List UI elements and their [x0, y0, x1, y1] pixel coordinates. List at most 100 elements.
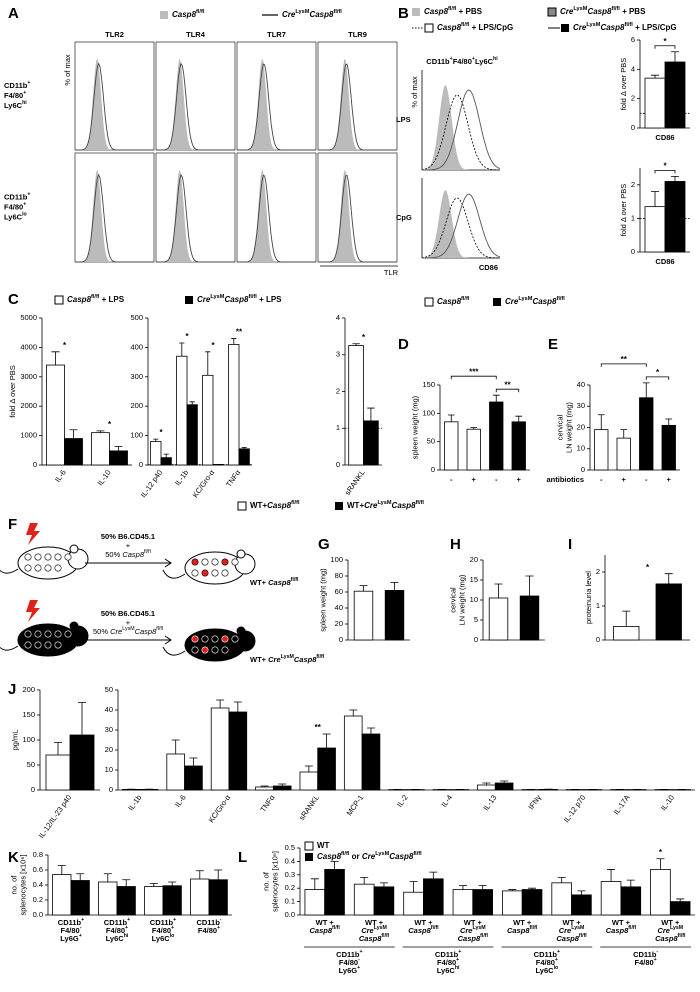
error-bar: [367, 407, 375, 421]
column-label: TLR7: [267, 30, 286, 39]
cell: [211, 558, 219, 566]
y-axis-label: spleen weight (mg): [410, 395, 419, 459]
y-tick-label: 400: [130, 342, 143, 351]
cell: [201, 646, 209, 654]
x-tick-label: F4/80+: [152, 925, 174, 935]
x-tick-label: F4/80+: [106, 925, 128, 935]
y-axis-label: cervical: [449, 587, 458, 613]
bar: [494, 782, 514, 791]
bar: [176, 355, 188, 466]
diagram-text: 50% CreLysMCasp8fl/fl: [93, 626, 163, 636]
x-tick-label: KC/Gro-α: [207, 793, 233, 825]
panel-letter: F: [8, 516, 17, 533]
legend-label: Casp8fl/fl + PBS: [424, 6, 483, 16]
y-tick-label: 0: [109, 785, 113, 794]
mouse-ear: [236, 549, 246, 559]
error-bar: [642, 382, 650, 398]
bar: [210, 707, 230, 791]
x-tick-label: Casp8fl/fl: [458, 933, 489, 943]
y-tick-label: 0.5: [285, 843, 295, 852]
y-tick-label: 0.6: [33, 865, 43, 874]
bar: [98, 881, 118, 916]
y-tick-label: 0: [139, 460, 143, 469]
error-bar: [216, 699, 225, 708]
error-bar: [665, 418, 673, 426]
histogram-line: [237, 174, 316, 263]
histogram-line: [156, 173, 235, 263]
x-tick-label: -: [450, 475, 453, 484]
legend-label: WT+CreLysMCasp8fl/fl: [347, 500, 424, 510]
bar: [488, 597, 509, 641]
error-bar: [103, 873, 112, 882]
legend-label: Casp8fl/fl: [172, 9, 205, 19]
x-tick-label: WT +: [365, 918, 384, 927]
panel-letter: K: [8, 849, 19, 866]
x-tick-label: KC/Gro-α: [191, 468, 217, 500]
y-tick-label: 100: [22, 735, 35, 744]
bar: [551, 882, 572, 916]
x-tick-label: Casp8fl/fl: [359, 933, 390, 943]
column-label: TLR4: [186, 30, 206, 39]
histogram-fill: [237, 58, 316, 150]
row-label: CD11b+: [4, 80, 30, 90]
row-label: Ly6Clo: [4, 212, 27, 222]
cell: [231, 635, 239, 643]
histogram-line: [75, 62, 154, 151]
x-tick-label: IL-6: [53, 468, 68, 484]
bar: [616, 437, 631, 471]
diagram-text: WT+ CreLysMCasp8fl/fl: [250, 654, 325, 664]
irradiation: [26, 600, 40, 622]
x-tick-label: WT +: [414, 918, 433, 927]
x-tick-label: CreLysM: [559, 925, 585, 935]
error-bar: [671, 51, 679, 62]
y-tick-label: 3: [336, 350, 340, 359]
x-tick-label: MCP-1: [345, 793, 366, 817]
histogram-line: [318, 63, 397, 151]
cell: [34, 641, 42, 649]
error-bar: [656, 858, 665, 870]
histogram-title: CD11b+F4/80+Ly6Chi: [426, 56, 498, 66]
cell: [231, 558, 239, 566]
y-tick-label: 40: [577, 380, 585, 389]
error-bar: [168, 881, 177, 886]
legend-label: Casp8fl/fl or CreLysMCasp8fl/fl: [317, 851, 422, 861]
legend-swatch: [335, 502, 343, 510]
histogram-fill: [237, 169, 316, 262]
legend-label: Casp8fl/fl + LPS/CpG: [437, 22, 513, 32]
y-tick-label: 30: [577, 401, 585, 410]
error-bar: [260, 785, 269, 787]
bar: [255, 786, 274, 791]
panel-letter: H: [450, 536, 461, 553]
legend-label: CreLysMCasp8fl/fl + LPS/CpG: [573, 22, 677, 32]
panel-letter: D: [398, 336, 409, 353]
y-tick-label: 0: [596, 635, 600, 644]
x-tick-label: sRANKL: [297, 793, 321, 822]
significance-label: **: [621, 355, 628, 364]
y-tick-label: 1: [336, 423, 340, 432]
y-tick-label: 200: [22, 685, 35, 694]
histogram-frame: [155, 41, 236, 151]
error-bar: [409, 881, 418, 893]
x-tick-label: IL-1b: [126, 793, 143, 812]
x-tick-label: IL-12/IL-23 p40: [37, 793, 74, 840]
significance-label: *: [659, 848, 663, 857]
x-tick-label: CD86: [655, 257, 674, 266]
x-axis-label: TLR: [384, 268, 399, 277]
bar: [160, 457, 172, 466]
bar: [166, 753, 185, 791]
error-bar: [310, 878, 319, 890]
histogram-fill: [156, 58, 235, 151]
diagram-text: 50% B6.CD45.1: [101, 532, 155, 541]
y-tick-label: 0: [431, 465, 435, 474]
bar: [403, 891, 424, 916]
x-tick-label: CreLysM: [361, 925, 387, 935]
x-tick-label: -: [495, 475, 498, 484]
bar: [64, 438, 83, 466]
error-bar: [360, 877, 369, 885]
y-tick-label: 100: [330, 555, 343, 564]
histogram-frame: [74, 152, 155, 263]
significance-label: *: [159, 428, 163, 437]
error-bar: [366, 727, 375, 734]
bar: [70, 880, 90, 916]
